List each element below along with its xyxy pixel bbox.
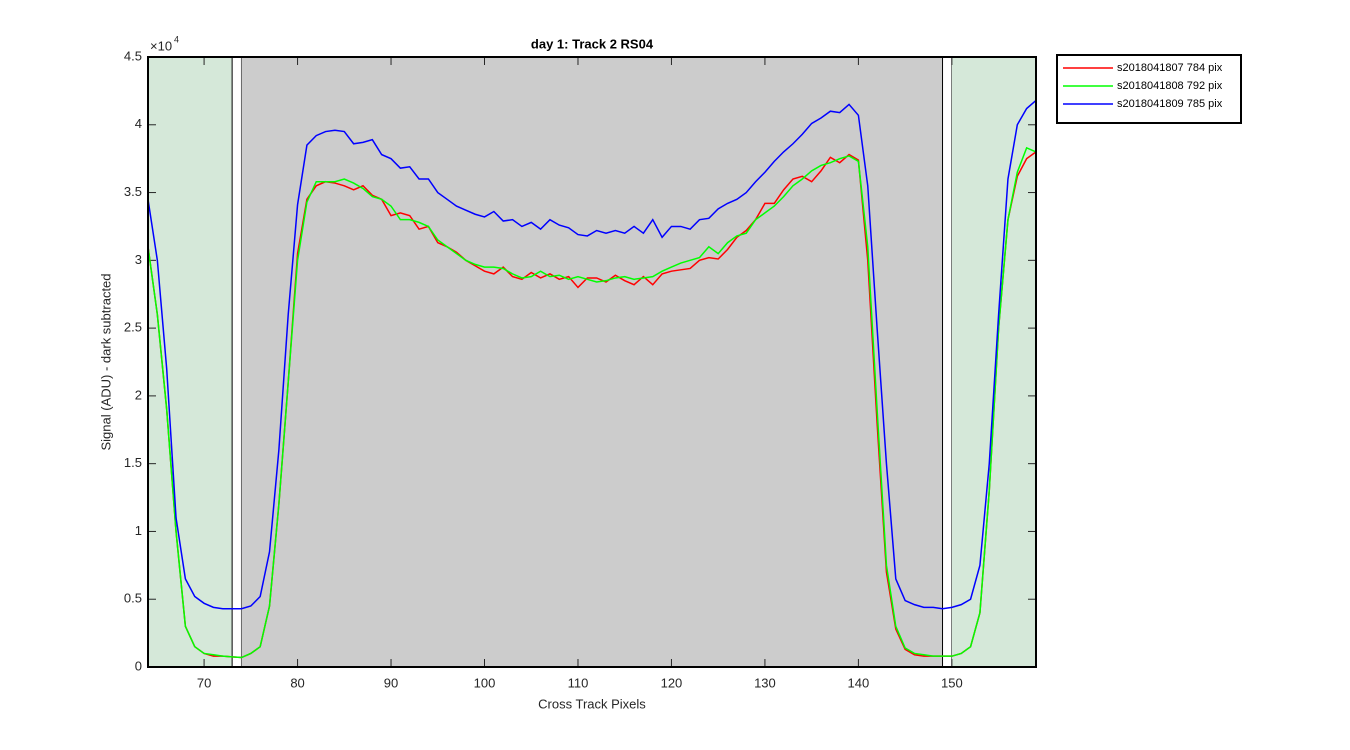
legend-box <box>1056 54 1242 124</box>
legend-label: s2018041807 784 pix <box>1117 62 1223 74</box>
y-tick-label: 4 <box>135 116 142 131</box>
x-tick-label: 70 <box>197 675 211 690</box>
x-tick-label: 110 <box>568 675 589 690</box>
y-tick-label: 3.5 <box>124 184 142 199</box>
x-tick-label: 80 <box>290 675 304 690</box>
x-tick-label: 120 <box>661 675 683 690</box>
y-tick-label: 0.5 <box>124 591 142 606</box>
y-tick-label: 2 <box>135 387 142 402</box>
region <box>951 57 1036 667</box>
x-tick-label: 90 <box>384 675 398 690</box>
axes-box <box>147 56 1037 668</box>
y-axis-label: Signal (ADU) - dark subtracted <box>98 273 113 450</box>
x-tick-label: 150 <box>941 675 963 690</box>
y-tick-label: 2.5 <box>124 320 142 335</box>
series-line <box>147 99 1037 610</box>
region <box>148 57 233 667</box>
y-exponent-power: 4 <box>174 34 179 44</box>
x-tick-label: 130 <box>754 675 776 690</box>
legend-label: s2018041809 785 pix <box>1117 98 1223 110</box>
y-tick-label: 3 <box>135 252 142 267</box>
legend-label: s2018041808 792 pix <box>1117 80 1223 92</box>
y-tick-label: 4.5 <box>124 48 142 63</box>
region <box>231 56 242 668</box>
y-tick-label: 0 <box>135 658 142 673</box>
y-tick-label: 1 <box>135 523 142 538</box>
region <box>241 57 943 667</box>
series-line <box>147 146 1037 659</box>
y-tick-label: 1.5 <box>124 455 142 470</box>
chart-title: day 1: Track 2 RS04 <box>531 36 654 51</box>
y-exponent-base: ×10 <box>150 38 172 53</box>
region <box>942 56 953 668</box>
x-axis-label: Cross Track Pixels <box>538 696 646 711</box>
x-tick-label: 100 <box>474 675 496 690</box>
x-tick-label: 140 <box>848 675 870 690</box>
